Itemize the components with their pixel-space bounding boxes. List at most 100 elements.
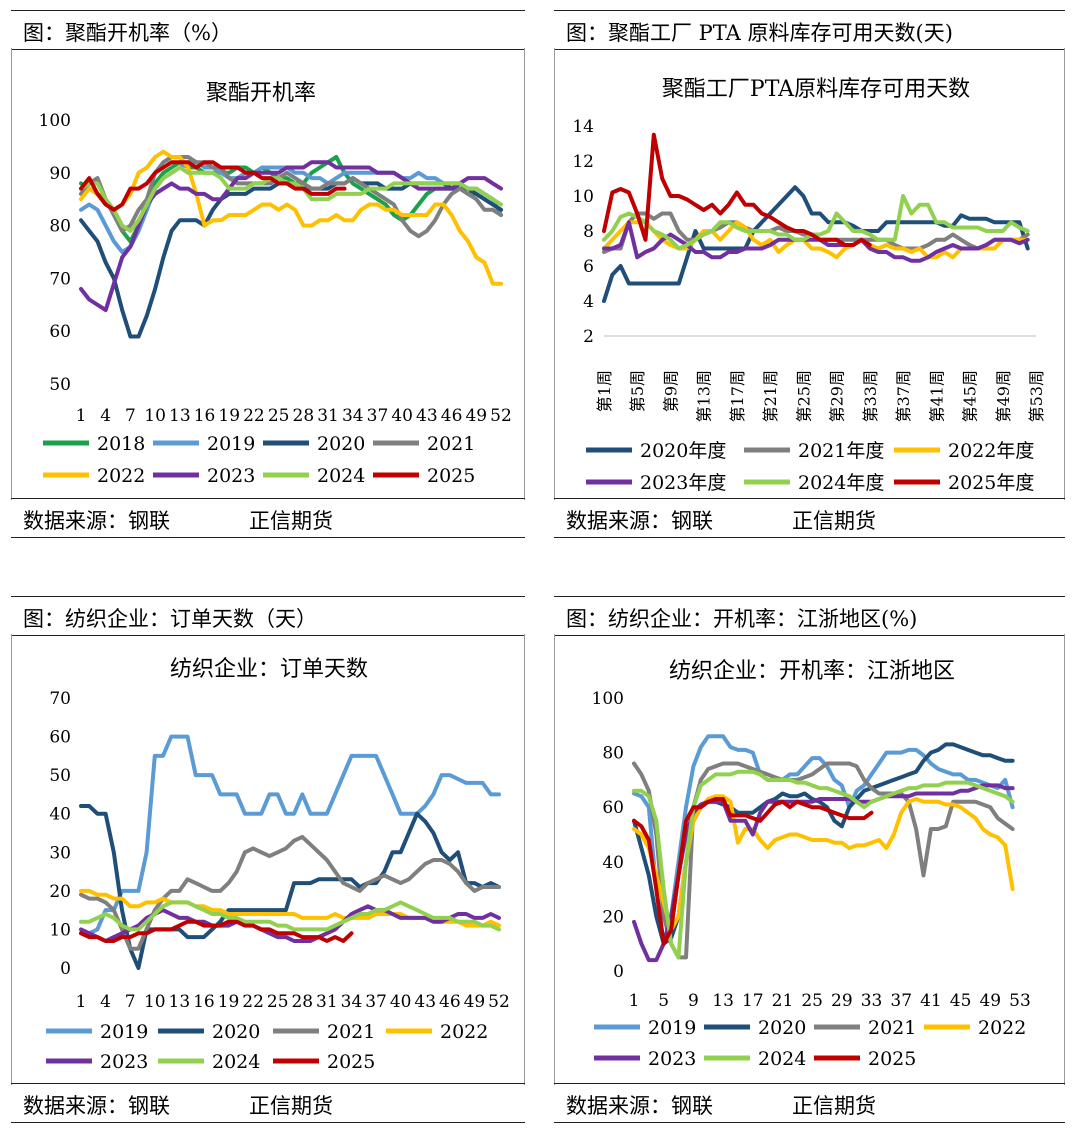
- x-tick-label: 10: [144, 406, 166, 426]
- series-line-2025: [79, 160, 347, 212]
- data-source-label: 数据来源：钢联: [23, 1094, 170, 1118]
- x-tick-label: 40: [391, 406, 413, 426]
- panel-header-text: 图：聚酯工厂 PTA 原料库存可用天数(天): [566, 21, 953, 45]
- x-tick-label: 22: [242, 992, 264, 1012]
- legend-label: 2019: [207, 433, 255, 455]
- pta-inventory-days-chart: 聚酯工厂PTA原料库存可用天数 2 4 6 8 10 12 14 第1周 第5周 第9周 第13周 第1…: [572, 77, 1046, 494]
- x-tick-label: 第1周: [595, 370, 614, 412]
- panel-footer: 数据来源：钢联 正信期货: [11, 498, 525, 538]
- legend-label: 2021: [868, 1017, 916, 1039]
- legend-label: 2023: [100, 1051, 148, 1073]
- legend-label: 2023年度: [640, 472, 726, 494]
- legend-label: 2022: [97, 465, 145, 487]
- legend-label: 2024年度: [798, 472, 884, 494]
- y-tick-label: 50: [49, 766, 71, 786]
- x-tick-label: 第21周: [761, 370, 780, 422]
- x-tick-label: 1: [76, 406, 87, 426]
- series-line-2024: [632, 769, 1015, 960]
- y-tick-label: 2: [583, 327, 594, 347]
- x-tick-label: 4: [100, 992, 111, 1012]
- panel-header-text: 图：聚酯开机率（%）: [23, 21, 232, 45]
- y-tick-label: 40: [49, 805, 71, 825]
- panel-footer: 数据来源：钢联 正信期货: [11, 1083, 525, 1123]
- panel-header: 图：聚酯工厂 PTA 原料库存可用天数(天): [554, 10, 1065, 50]
- chart-title: 纺织企业：订单天数: [170, 657, 368, 682]
- y-tick-label: 90: [49, 164, 71, 184]
- chart-title: 纺织企业：开机率：江浙地区: [669, 659, 955, 684]
- x-tick-label: 52: [490, 406, 512, 426]
- series-line-2021: [79, 155, 503, 239]
- y-tick-label: 70: [49, 689, 71, 709]
- series-line-2024: [79, 900, 501, 932]
- x-tick-label: 25: [268, 406, 290, 426]
- y-tick-label: 80: [49, 217, 71, 237]
- y-tick-label: 100: [39, 111, 71, 131]
- legend-label: 2022年度: [948, 440, 1034, 462]
- y-tick-label: 60: [49, 322, 71, 342]
- panel-footer: 数据来源：钢联 正信期货: [554, 1083, 1065, 1123]
- x-tick-label: 21: [772, 991, 794, 1011]
- x-tick-label: 41: [920, 991, 942, 1011]
- legend-label: 2019: [100, 1021, 148, 1043]
- x-tick-label: 第37周: [894, 370, 913, 422]
- panel-header: 图：纺织企业：开机率：江浙地区(%): [554, 596, 1065, 636]
- x-tick-label: 33: [861, 991, 883, 1011]
- chart-panel-pta-inventory: 图：聚酯工厂 PTA 原料库存可用天数(天) 聚酯工厂PTA原料库存可用天数 2 4…: [554, 10, 1065, 538]
- y-tick-label: 14: [572, 117, 594, 137]
- x-tick-label: 25: [267, 992, 289, 1012]
- panel-footer: 数据来源：钢联 正信期货: [554, 498, 1065, 538]
- series-line-2020年度: [602, 185, 1030, 303]
- legend-label: 2020: [212, 1021, 260, 1043]
- legend-label: 2023: [648, 1048, 696, 1070]
- chart-title: 聚酯工厂PTA原料库存可用天数: [662, 77, 970, 102]
- y-tick-label: 50: [49, 375, 71, 395]
- series-line-2025: [632, 797, 874, 946]
- y-tick-label: 20: [602, 907, 624, 927]
- data-source-label: 数据来源：钢联: [566, 509, 713, 533]
- x-tick-label: 37: [365, 992, 387, 1012]
- legend-label: 2024: [758, 1048, 806, 1070]
- panel-header: 图：纺织企业：订单天数（天）: [11, 596, 525, 636]
- x-tick-label: 5: [658, 991, 669, 1011]
- y-tick-label: 20: [49, 882, 71, 902]
- panel-header: 图：聚酯开机率（%）: [11, 10, 525, 50]
- polyester-operating-rate-chart: 聚酯开机率 50 60 70 80 90 100 1 4 7 10 13 16 19 22 25 28 31 34 3…: [39, 81, 512, 487]
- x-tick-label: 第25周: [794, 370, 813, 422]
- legend-label: 2025: [868, 1048, 916, 1070]
- x-tick-label: 1: [76, 992, 87, 1012]
- y-tick-label: 70: [49, 269, 71, 289]
- x-tick-label: 46: [441, 406, 463, 426]
- x-tick-label: 31: [316, 992, 338, 1012]
- x-tick-label: 10: [144, 992, 166, 1012]
- y-tick-label: 30: [49, 843, 71, 863]
- x-tick-label: 7: [125, 992, 136, 1012]
- x-tick-label: 第49周: [994, 370, 1013, 422]
- x-tick-label: 9: [688, 991, 699, 1011]
- y-tick-label: 10: [49, 920, 71, 940]
- x-tick-label: 第29周: [828, 370, 847, 422]
- x-tick-label: 43: [414, 992, 436, 1012]
- chart-panel-polyester-rate: 图：聚酯开机率（%） 聚酯开机率 50 60 70 80 90 100 1 4 7 10 13 16 19…: [11, 10, 525, 538]
- x-tick-label: 19: [218, 992, 240, 1012]
- x-tick-label: 第17周: [728, 370, 747, 422]
- x-tick-label: 16: [194, 406, 216, 426]
- data-source-label: 数据来源：钢联: [23, 509, 170, 533]
- y-tick-label: 8: [583, 222, 594, 242]
- x-tick-label: 13: [169, 406, 191, 426]
- x-tick-label: 28: [291, 992, 313, 1012]
- textile-operating-rate-chart: 纺织企业：开机率：江浙地区 0 20 40 60 80 100 1 5 9 13 17 21 25 29 33…: [592, 659, 1031, 1070]
- x-tick-label: 34: [341, 992, 363, 1012]
- series-line-2019: [79, 734, 501, 936]
- x-tick-label: 16: [193, 992, 215, 1012]
- legend-label: 2024: [317, 465, 365, 487]
- x-tick-label: 49: [979, 991, 1001, 1011]
- chart-panel-textile-orders: 图：纺织企业：订单天数（天） 纺织企业：订单天数 0 10 20 30 40 50 60 70 1…: [11, 596, 525, 1123]
- series-line-2022: [632, 794, 1015, 933]
- x-tick-label: 40: [390, 992, 412, 1012]
- y-tick-label: 80: [602, 744, 624, 764]
- x-tick-label: 53: [1009, 991, 1031, 1011]
- y-tick-label: 40: [602, 853, 624, 873]
- y-tick-label: 10: [572, 187, 594, 207]
- x-tick-label: 28: [293, 406, 315, 426]
